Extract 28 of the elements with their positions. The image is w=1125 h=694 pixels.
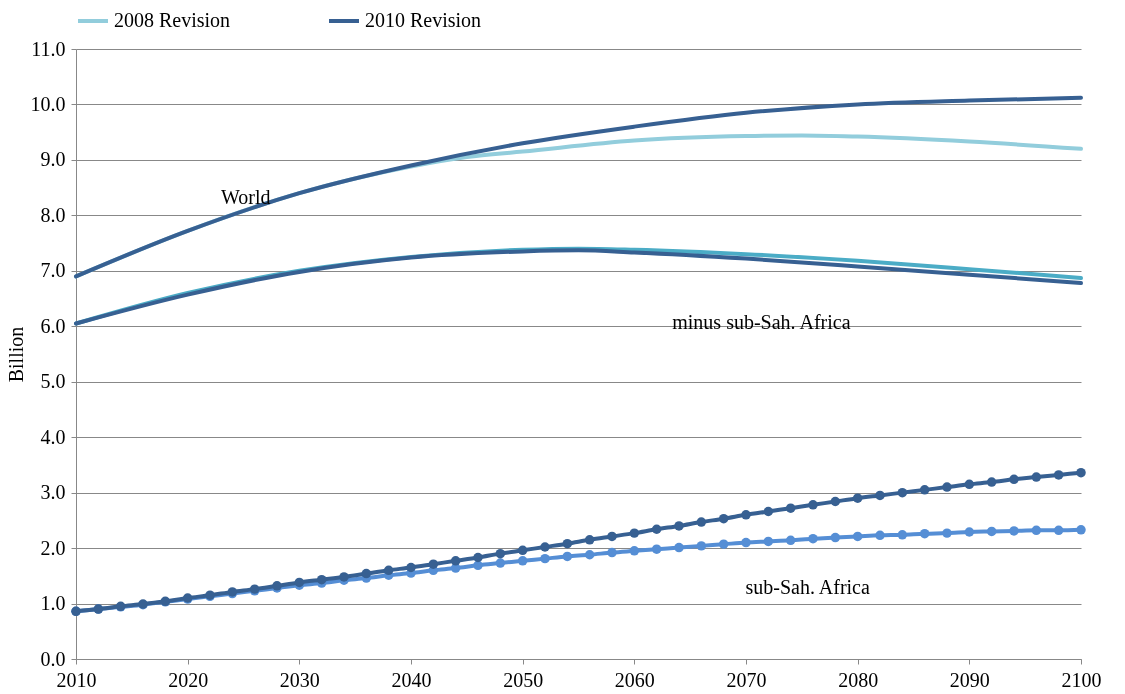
y-tick-label: 0.0 bbox=[40, 647, 66, 670]
annotation: minus sub-Sah. Africa bbox=[672, 310, 851, 333]
y-tick-label: 11.0 bbox=[31, 37, 66, 60]
x-tick-label: 2070 bbox=[726, 668, 767, 691]
y-tick-label: 9.0 bbox=[40, 148, 66, 171]
y-tick-label: 10.0 bbox=[30, 92, 66, 115]
x-tick-label: 2060 bbox=[614, 668, 655, 691]
annotation: sub-Sah. Africa bbox=[745, 575, 870, 598]
x-tick-label: 2080 bbox=[838, 668, 879, 691]
x-tick-label: 2020 bbox=[168, 668, 209, 691]
x-tick-label: 2010 bbox=[56, 668, 97, 691]
annotation: World bbox=[221, 186, 271, 209]
y-tick-label: 7.0 bbox=[40, 259, 66, 282]
y-tick-label: 4.0 bbox=[40, 425, 66, 448]
y-tick-label: 3.0 bbox=[40, 481, 66, 504]
x-tick-label: 2050 bbox=[503, 668, 544, 691]
y-tick-label: 1.0 bbox=[40, 592, 66, 615]
y-tick-label: 5.0 bbox=[40, 370, 66, 393]
x-tick-label: 2100 bbox=[1061, 668, 1102, 691]
legend-label: 2008 Revision bbox=[114, 9, 231, 31]
y-tick-label: 6.0 bbox=[40, 314, 66, 337]
y-axis-title: Billion bbox=[4, 326, 27, 383]
x-tick-label: 2040 bbox=[391, 668, 432, 691]
legend-label: 2010 Revision bbox=[365, 9, 482, 31]
y-tick-label: 2.0 bbox=[40, 536, 66, 559]
x-tick-label: 2090 bbox=[949, 668, 990, 691]
y-tick-label: 8.0 bbox=[40, 203, 66, 226]
x-tick-label: 2030 bbox=[279, 668, 320, 691]
